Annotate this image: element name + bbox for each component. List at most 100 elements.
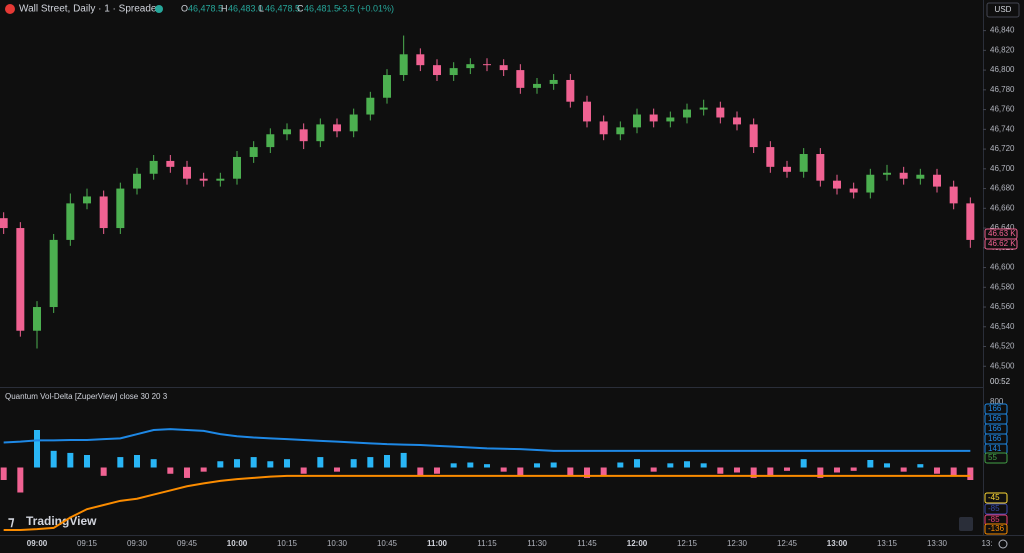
delta-bar [284, 459, 290, 468]
time-tick-label: 13: [981, 539, 992, 548]
price-tick-label: 46,600 [990, 263, 1015, 272]
price-tick-label: 46,640 [990, 223, 1015, 232]
candle-body [33, 307, 41, 331]
candle-body [549, 79, 558, 84]
candle-body [16, 228, 25, 331]
candle-body [99, 196, 108, 229]
indicator-badge-label: -85 [988, 515, 1000, 524]
time-tick-label: 12:15 [677, 539, 698, 548]
delta-bar [384, 455, 390, 468]
candle-body [633, 114, 641, 128]
candle-body [299, 129, 308, 142]
delta-bar [950, 467, 957, 476]
delta-bar [750, 467, 757, 478]
price-tick-label: 46,780 [990, 85, 1015, 94]
delta-bar [250, 457, 257, 468]
delta-bar [584, 467, 590, 478]
candle-body [316, 124, 325, 142]
ohlc-label: L [259, 3, 264, 13]
time-tick-label: 09:00 [27, 539, 48, 548]
currency[interactable]: USD [995, 5, 1012, 14]
band-line [3, 428, 971, 452]
symbol-flag [5, 4, 15, 14]
ohlc-value: 46,481.5 [304, 3, 339, 13]
candle-body [616, 127, 625, 135]
delta-bar [367, 457, 374, 468]
delta-bar [617, 462, 624, 468]
delta-bar [167, 467, 174, 474]
delta-bar [650, 467, 657, 472]
delta-bar [150, 459, 157, 468]
delta-bar [850, 467, 857, 471]
change: +3.5 (+0.01%) [337, 3, 394, 13]
candle-body [666, 117, 675, 122]
delta-bar [117, 457, 124, 468]
price-tick-label: 46,500 [990, 361, 1015, 370]
delta-bar [467, 462, 474, 468]
indicator-badge-label: 166 [988, 434, 1002, 443]
candle-body [733, 117, 741, 125]
candle-body [883, 172, 891, 175]
delta-bar [17, 467, 24, 493]
time-tick-label: 10:00 [227, 539, 248, 548]
symbol[interactable]: Wall Street, Daily · 1 · Spreadex [19, 4, 161, 15]
candle-body [366, 97, 375, 115]
delta-bar [134, 455, 140, 468]
candle-body [166, 160, 175, 167]
settings-button[interactable] [998, 539, 1008, 549]
price-tick-label: 46,760 [990, 105, 1015, 114]
delta-bar [267, 461, 274, 468]
indicator-badge-label: 141 [988, 444, 1002, 453]
time-tick-label: 10:45 [377, 539, 398, 548]
delta-bar [400, 452, 407, 468]
candle-body [533, 83, 541, 88]
candle-body [83, 196, 91, 204]
delta-bar [684, 461, 690, 468]
price-tick-label: 46,680 [990, 184, 1015, 193]
delta-bar [100, 467, 107, 476]
market-status [155, 5, 163, 13]
price-tick-label: 46,800 [990, 65, 1015, 74]
price-tick-label: 46,580 [990, 282, 1015, 291]
delta-bar [34, 430, 40, 468]
indicator-title[interactable]: Quantum Vol-Delta [ZuperView] close 30 2… [5, 392, 168, 401]
delta-bar [67, 452, 74, 468]
candle-body [383, 75, 391, 98]
candle-body [216, 178, 225, 181]
indicator-badge-label: -85 [988, 504, 1000, 513]
delta-bar [784, 467, 790, 471]
delta-bar [534, 463, 540, 468]
candle-body [49, 239, 58, 308]
candle-body [583, 101, 591, 122]
candle-body [683, 109, 691, 118]
ohlc-value: 46,478.5 [188, 3, 223, 13]
indicator-badge-label: -136 [988, 524, 1005, 533]
ohlc-value: 46,478.5 [265, 3, 300, 13]
candle-body [816, 154, 825, 181]
ohlc-label: C [297, 3, 304, 13]
candle-body [966, 203, 975, 240]
indicator-badge [984, 492, 1008, 504]
delta-bar [317, 457, 324, 468]
time-tick-label: 11:15 [477, 539, 497, 548]
delta-bar [434, 467, 440, 474]
price-tick-label: 46,540 [990, 322, 1015, 331]
time-tick-label: 10:15 [277, 539, 298, 548]
brand: TradingView [26, 514, 97, 528]
delta-bar [184, 467, 190, 478]
currency-button[interactable] [986, 2, 1020, 18]
candle-body [916, 174, 925, 179]
candle-body [116, 188, 125, 229]
candle-body [566, 79, 575, 102]
delta-bar [917, 464, 924, 468]
candle-body [333, 124, 341, 132]
scroll-button[interactable] [959, 517, 973, 531]
delta-bar [734, 467, 740, 473]
candle-body [199, 178, 208, 181]
indicator-badge-label: 166 [988, 404, 1002, 413]
price-tick-label: 46,840 [990, 26, 1015, 35]
delta-bar [934, 467, 940, 474]
time-tick-label: 12:45 [777, 539, 798, 548]
indicator-badge-label: 166 [988, 414, 1002, 423]
